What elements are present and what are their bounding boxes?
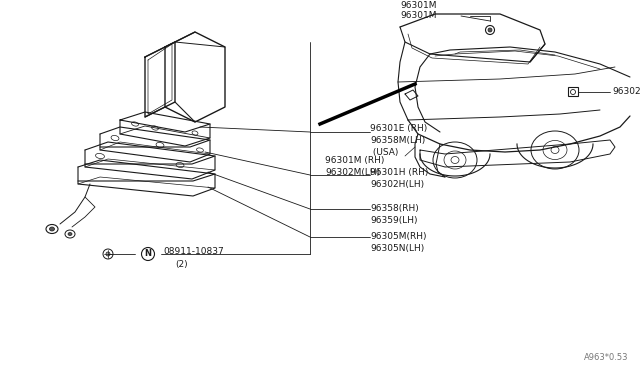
Text: 96305M(RH)
96305N(LH): 96305M(RH) 96305N(LH) (370, 232, 426, 253)
Text: 96302M: 96302M (612, 87, 640, 96)
Text: 96301M (RH)
96302M(LH): 96301M (RH) 96302M(LH) (325, 156, 385, 177)
Text: A963*0.53: A963*0.53 (584, 353, 628, 362)
Text: 96301E (RH)
96358M(LH)
 (USA): 96301E (RH) 96358M(LH) (USA) (370, 124, 428, 157)
Text: 96301M: 96301M (400, 1, 436, 10)
Ellipse shape (488, 28, 492, 32)
Text: N: N (145, 250, 152, 259)
Text: 08911-10837: 08911-10837 (163, 247, 224, 256)
Ellipse shape (68, 232, 72, 235)
Ellipse shape (49, 227, 54, 231)
Text: 96301H (RH)
96302H(LH): 96301H (RH) 96302H(LH) (370, 168, 428, 189)
Ellipse shape (106, 252, 110, 256)
Text: 96358(RH)
96359(LH): 96358(RH) 96359(LH) (370, 204, 419, 225)
Text: 96301M: 96301M (400, 12, 436, 20)
Text: (2): (2) (176, 260, 188, 269)
